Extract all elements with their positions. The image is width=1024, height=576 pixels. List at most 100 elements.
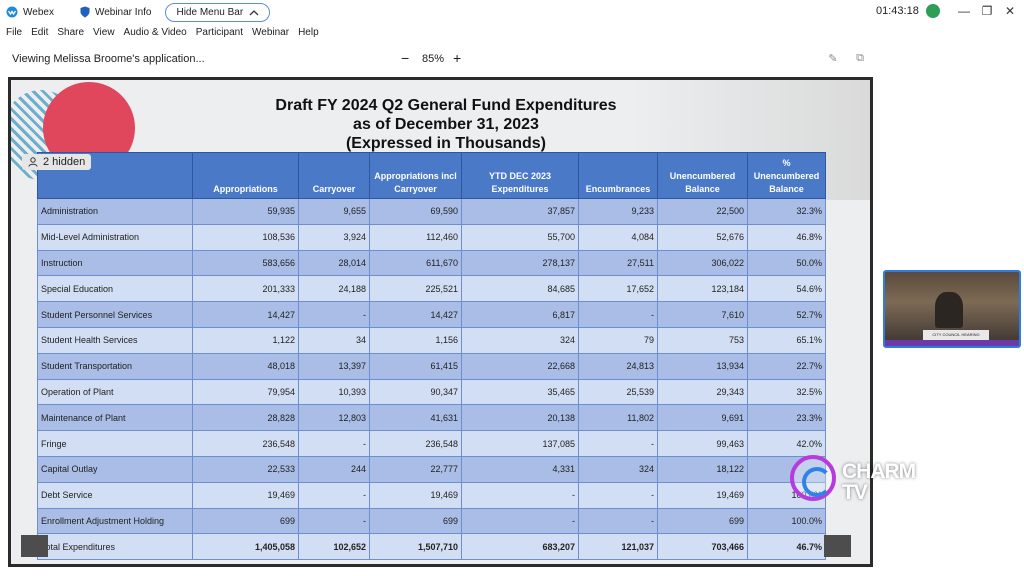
table-cell: 100.0% <box>747 507 826 535</box>
header-appropriations: Appropriations <box>192 152 299 199</box>
zoom-in-button[interactable]: + <box>453 50 462 66</box>
table-cell: 20,138 <box>461 404 579 432</box>
hide-menu-bar-label: Hide Menu Bar <box>176 6 244 18</box>
table-cell: 29,343 <box>657 378 748 406</box>
hidden-participants-badge[interactable]: 2 hidden <box>22 154 92 170</box>
table-row: Administration 59,935 9,655 69,590 37,857 9,2… <box>37 198 826 225</box>
menu-help[interactable]: Help <box>298 27 319 38</box>
table-row: Enrollment Adjustment Holding 699-699- -69… <box>37 507 826 535</box>
shield-icon <box>80 6 90 18</box>
table-cell: 37,857 <box>461 198 579 225</box>
table-cell: 1,507,710 <box>369 533 462 561</box>
table-cell: 61,415 <box>369 352 462 380</box>
table-cell: 112,460 <box>369 223 462 251</box>
row-label: Total Expenditures <box>37 533 193 561</box>
speaker-silhouette <box>935 292 963 328</box>
header-encumbrances: Encumbrances <box>578 152 658 199</box>
table-row: Total Expenditures 1,405,058 102,652 1,507,… <box>37 533 826 561</box>
header-ytd-expenditures: YTD DEC 2023 Expenditures <box>461 152 579 199</box>
table-cell: 27,511 <box>578 249 658 277</box>
menu-file[interactable]: File <box>6 27 23 38</box>
table-cell: - <box>578 481 658 509</box>
table-cell: 699 <box>657 507 748 535</box>
table-row: Student Transportation 48,018 13,397 61,415… <box>37 352 826 380</box>
table-cell: 9,691 <box>657 404 748 432</box>
table-cell: - <box>298 481 370 509</box>
connection-status-icon[interactable] <box>926 4 940 18</box>
table-cell: 19,469 <box>192 481 299 509</box>
webex-app[interactable]: Webex <box>6 6 54 18</box>
table-row: Instruction 583,656 28,014 611,670 278,137 27… <box>37 249 826 277</box>
header-appropriations-incl-carryover: Appropriations incl Carryover <box>369 152 462 199</box>
table-cell: 703,466 <box>657 533 748 561</box>
restore-icon[interactable]: ❐ <box>981 4 993 18</box>
annotate-icon[interactable]: ✎ <box>828 53 838 65</box>
viewing-status: Viewing Melissa Broome's application... <box>12 53 205 65</box>
table-cell: 46.8% <box>747 223 826 251</box>
webinar-info-button[interactable]: Webinar Info <box>80 6 151 18</box>
shared-screen[interactable]: Draft FY 2024 Q2 General Fund Expenditur… <box>8 77 873 567</box>
table-cell: - <box>461 507 579 535</box>
row-label: Operation of Plant <box>37 378 193 406</box>
table-cell: 22,777 <box>369 455 462 483</box>
table-row: Capital Outlay 22,533 244 22,777 4,331 324 18,… <box>37 455 826 483</box>
menu-webinar[interactable]: Webinar <box>252 27 290 38</box>
slide-left-marker <box>21 535 48 557</box>
menu-bar: File Edit Share View Audio & Video Parti… <box>0 27 322 45</box>
minimize-icon[interactable]: — <box>958 4 970 18</box>
table-row: Operation of Plant 79,954 10,393 90,347 35,4… <box>37 378 826 406</box>
table-cell: 50.0% <box>747 249 826 277</box>
row-label: Maintenance of Plant <box>37 404 193 432</box>
table-cell: - <box>298 507 370 535</box>
table-cell: 102,652 <box>298 533 370 561</box>
table-cell: 9,655 <box>298 198 370 225</box>
table-row: Student Personnel Services 14,427-14,427 6… <box>37 301 826 328</box>
table-row: Maintenance of Plant 28,828 12,803 41,631 20… <box>37 404 826 432</box>
zoom-out-button[interactable]: − <box>401 50 410 66</box>
table-cell: 14,427 <box>369 301 462 328</box>
table-cell: 22.7% <box>747 352 826 380</box>
table-cell: 108,536 <box>192 223 299 251</box>
meeting-clock: 01:43:18 <box>876 5 919 17</box>
table-cell: - <box>461 481 579 509</box>
table-cell: 52.7% <box>747 301 826 328</box>
row-label: Debt Service <box>37 481 193 509</box>
table-cell: 611,670 <box>369 249 462 277</box>
pop-out-icon[interactable]: ⧉ <box>856 52 864 64</box>
row-label: Special Education <box>37 275 193 303</box>
video-thumbnail[interactable]: CITY COUNCIL HEARING <box>883 270 1021 348</box>
table-cell: 23.3% <box>747 404 826 432</box>
close-icon[interactable]: ✕ <box>1004 4 1016 18</box>
table-cell: 583,656 <box>192 249 299 277</box>
header-carryover: Carryover <box>298 152 370 199</box>
table-cell: 28,014 <box>298 249 370 277</box>
expenditures-table: Appropriations Carryover Appropriations … <box>37 152 826 561</box>
table-row: Student Health Services 1,122 34 1,156 324 79… <box>37 326 826 354</box>
menu-edit[interactable]: Edit <box>31 27 49 38</box>
watermark-line1: CHARM <box>842 460 916 483</box>
table-cell: 13,397 <box>298 352 370 380</box>
menu-audio-video[interactable]: Audio & Video <box>123 27 187 38</box>
row-label: Enrollment Adjustment Holding <box>37 507 193 535</box>
table-cell: 69,590 <box>369 198 462 225</box>
table-cell: 12,803 <box>298 404 370 432</box>
menu-share[interactable]: Share <box>57 27 85 38</box>
table-cell: 324 <box>461 326 579 354</box>
table-cell: - <box>578 301 658 328</box>
share-view-bar: Viewing Melissa Broome's application... … <box>0 49 1024 71</box>
hidden-count: 2 hidden <box>43 156 86 168</box>
table-cell: 84,685 <box>461 275 579 303</box>
table-cell: - <box>298 430 370 457</box>
hide-menu-bar-button[interactable]: Hide Menu Bar <box>165 2 271 22</box>
menu-participant[interactable]: Participant <box>195 27 243 38</box>
table-cell: 236,548 <box>192 430 299 457</box>
row-label: Instruction <box>37 249 193 277</box>
title-bar: Webex Webinar Info Hide Menu Bar 01:43:1… <box>0 0 1024 24</box>
row-label: Fringe <box>37 430 193 457</box>
menu-view[interactable]: View <box>93 27 115 38</box>
slide-right-marker <box>824 535 851 557</box>
table-cell: 22,500 <box>657 198 748 225</box>
document-title-line2: as of December 31, 2023 <box>353 116 539 133</box>
table-cell: 59,935 <box>192 198 299 225</box>
table-cell: 90,347 <box>369 378 462 406</box>
